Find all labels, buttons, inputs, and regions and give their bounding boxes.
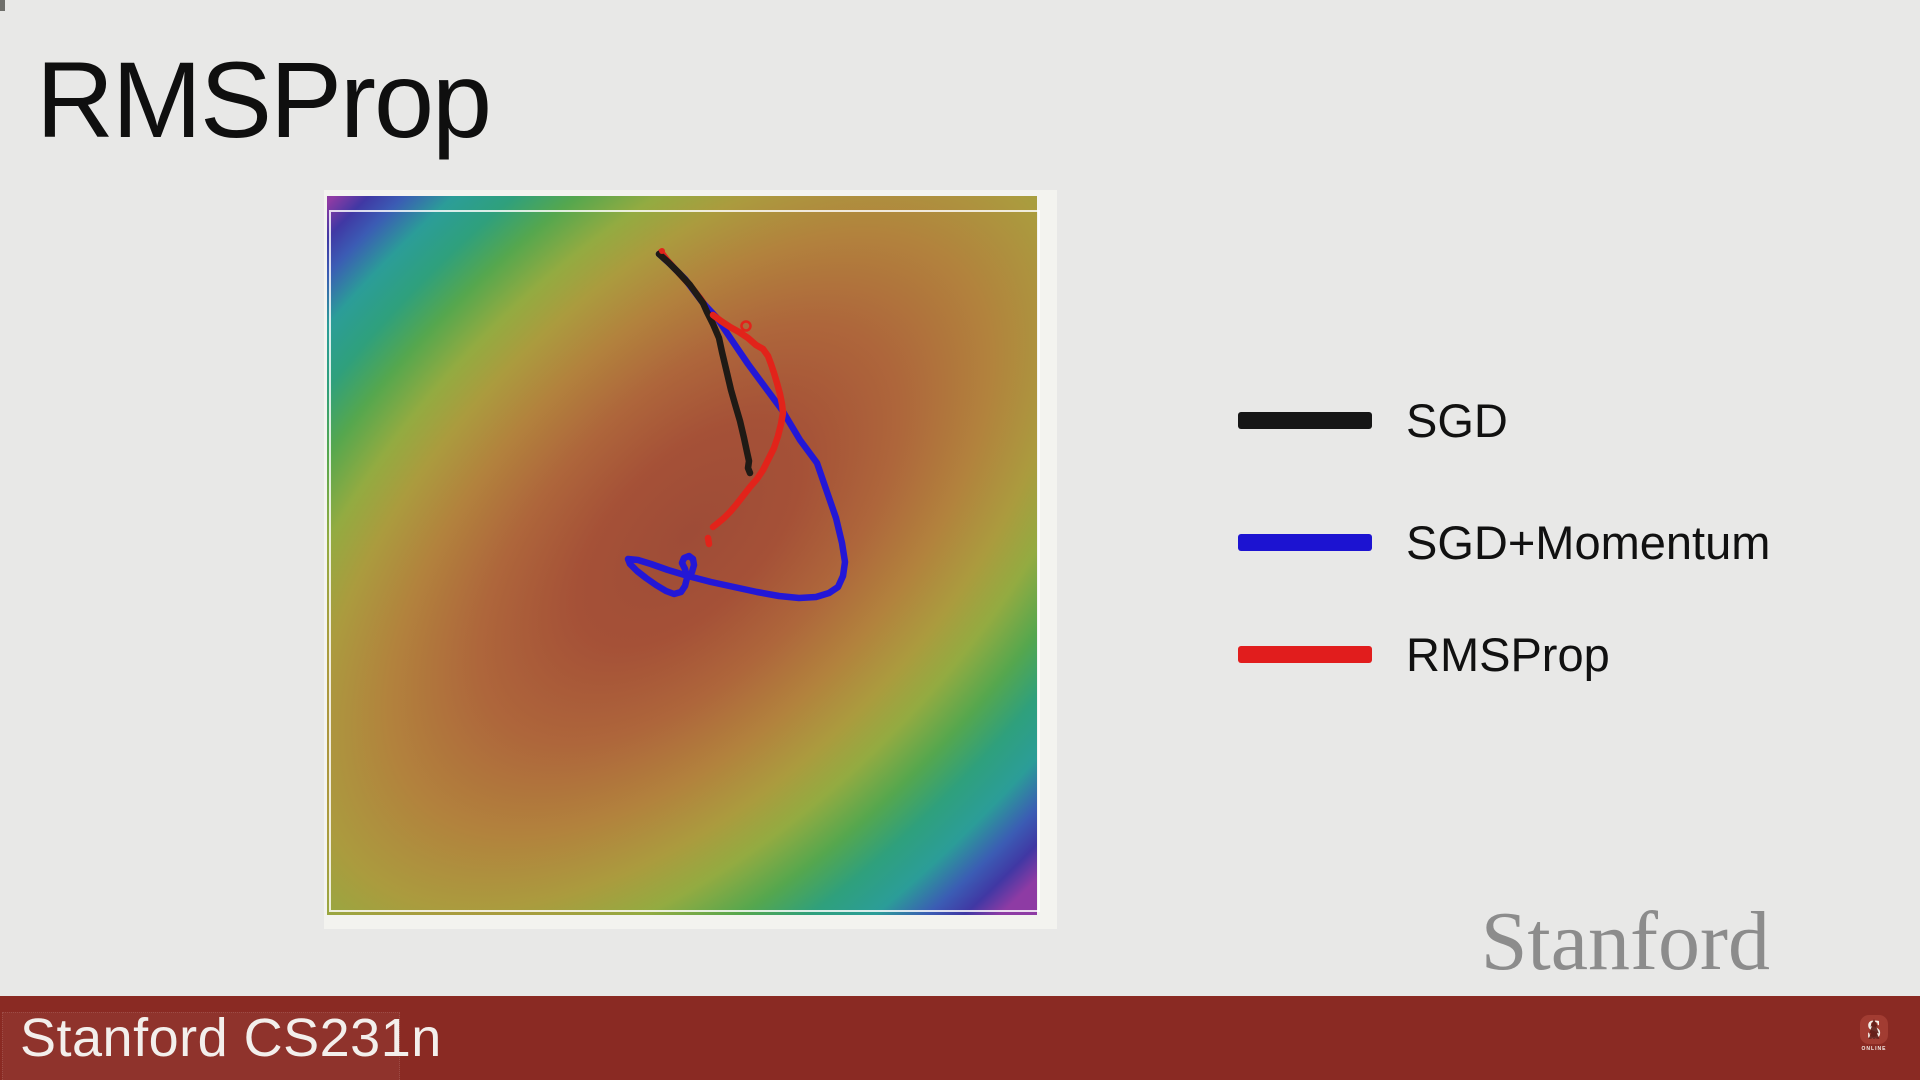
- legend-item-sgd: SGD: [1238, 392, 1770, 448]
- caption-highlight: [2, 1012, 400, 1080]
- legend-swatch: [1238, 411, 1372, 429]
- stanford-wordmark: Stanford: [1480, 895, 1770, 988]
- legend: SGD SGD+Momentum RMSProp: [1238, 392, 1770, 682]
- legend-label: SGD: [1406, 393, 1508, 447]
- legend-label: RMSProp: [1406, 627, 1610, 681]
- legend-swatch: [1238, 533, 1372, 551]
- rmsprop-marker-open-circle: [740, 320, 752, 332]
- legend-swatch: [1238, 645, 1372, 663]
- tree-icon: [1868, 1019, 1880, 1039]
- course-caption: Stanford CS231n: [20, 1008, 442, 1068]
- screen-artifact: [0, 0, 5, 11]
- stanford-logo-subtext: ONLINE: [1861, 1046, 1887, 1052]
- trajectory-rmsprop: [709, 311, 787, 531]
- rmsprop-marker-dot: [659, 248, 665, 254]
- trajectory-sgd-momentum: [624, 250, 849, 602]
- stanford-online-logo: S ONLINE: [1860, 1015, 1888, 1055]
- trajectory-rmsprop-dash: [704, 534, 713, 548]
- slide-title: RMSProp: [36, 39, 492, 160]
- legend-item-rmsprop: RMSProp: [1238, 626, 1770, 682]
- stanford-logo-badge: S: [1860, 1015, 1888, 1044]
- legend-label: SGD+Momentum: [1406, 515, 1771, 569]
- trajectory-sgd: [655, 250, 754, 477]
- trajectories-svg: [624, 248, 849, 602]
- legend-item-sgd-momentum: SGD+Momentum: [1238, 514, 1770, 570]
- footer-bar: Stanford CS231n S ONLINE: [0, 996, 1920, 1080]
- loss-surface-figure: [324, 190, 1057, 929]
